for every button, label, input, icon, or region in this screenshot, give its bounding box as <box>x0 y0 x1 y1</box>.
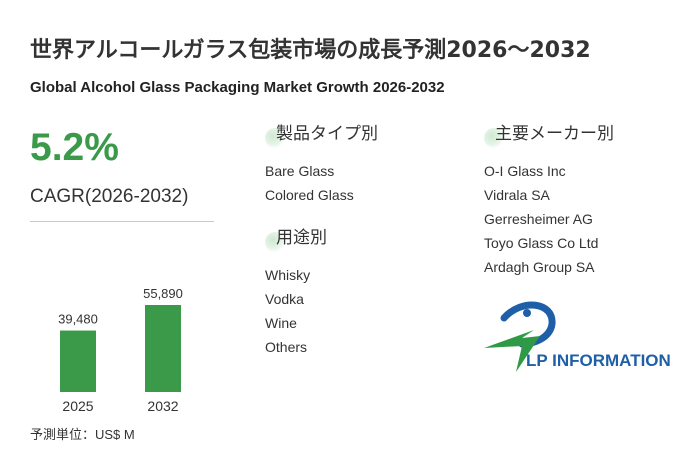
product-type-heading: 製品タイプ別 <box>276 124 378 144</box>
category-label: 2032 <box>147 398 178 414</box>
list-item: Colored Glass <box>265 187 354 203</box>
divider <box>30 221 214 222</box>
bar-2032 <box>145 305 181 392</box>
page-title-ja: 世界アルコールガラス包装市場の成長予測2026～2032 <box>30 38 591 63</box>
lp-information-logo: LP INFORMATION <box>484 301 671 372</box>
page-title-en: Global Alcohol Glass Packaging Market Gr… <box>30 79 445 96</box>
cagr-value: 5.2% <box>30 126 119 169</box>
category-label: 2025 <box>62 398 93 414</box>
application-heading: 用途別 <box>276 228 327 248</box>
section-bullet-icon <box>265 128 285 148</box>
list-item: Vidrala SA <box>484 187 550 203</box>
application-list: Whisky Vodka Wine Others <box>265 263 310 359</box>
bar-2025 <box>60 330 96 392</box>
market-size-bar-chart: 39,480 2025 55,890 2032 <box>58 286 183 414</box>
list-item: Others <box>265 339 308 355</box>
section-bullet-icon <box>265 232 285 252</box>
logo-green-swoosh <box>484 330 540 372</box>
logo-dot <box>523 309 531 317</box>
product-type-list: Bare Glass Colored Glass <box>265 159 354 207</box>
manufacturers-heading: 主要メーカー別 <box>495 124 614 144</box>
cagr-label: CAGR(2026-2032) <box>30 186 189 207</box>
unit-note: 予測単位：US$ M <box>30 427 135 442</box>
bar-value-label: 55,890 <box>143 286 183 301</box>
list-item: Toyo Glass Co Ltd <box>484 235 599 251</box>
list-item: O-I Glass Inc <box>484 163 566 179</box>
section-bullet-icon <box>484 128 504 148</box>
list-item: Ardagh Group SA <box>484 259 595 275</box>
list-item: Bare Glass <box>265 163 335 179</box>
list-item: Whisky <box>265 267 311 283</box>
bar-value-label: 39,480 <box>58 312 98 327</box>
manufacturers-list: O-I Glass Inc Vidrala SA Gerresheimer AG… <box>484 159 598 279</box>
list-item: Vodka <box>265 291 304 307</box>
list-item: Wine <box>265 315 297 331</box>
list-item: Gerresheimer AG <box>484 211 593 227</box>
logo-text: LP INFORMATION <box>526 351 671 370</box>
